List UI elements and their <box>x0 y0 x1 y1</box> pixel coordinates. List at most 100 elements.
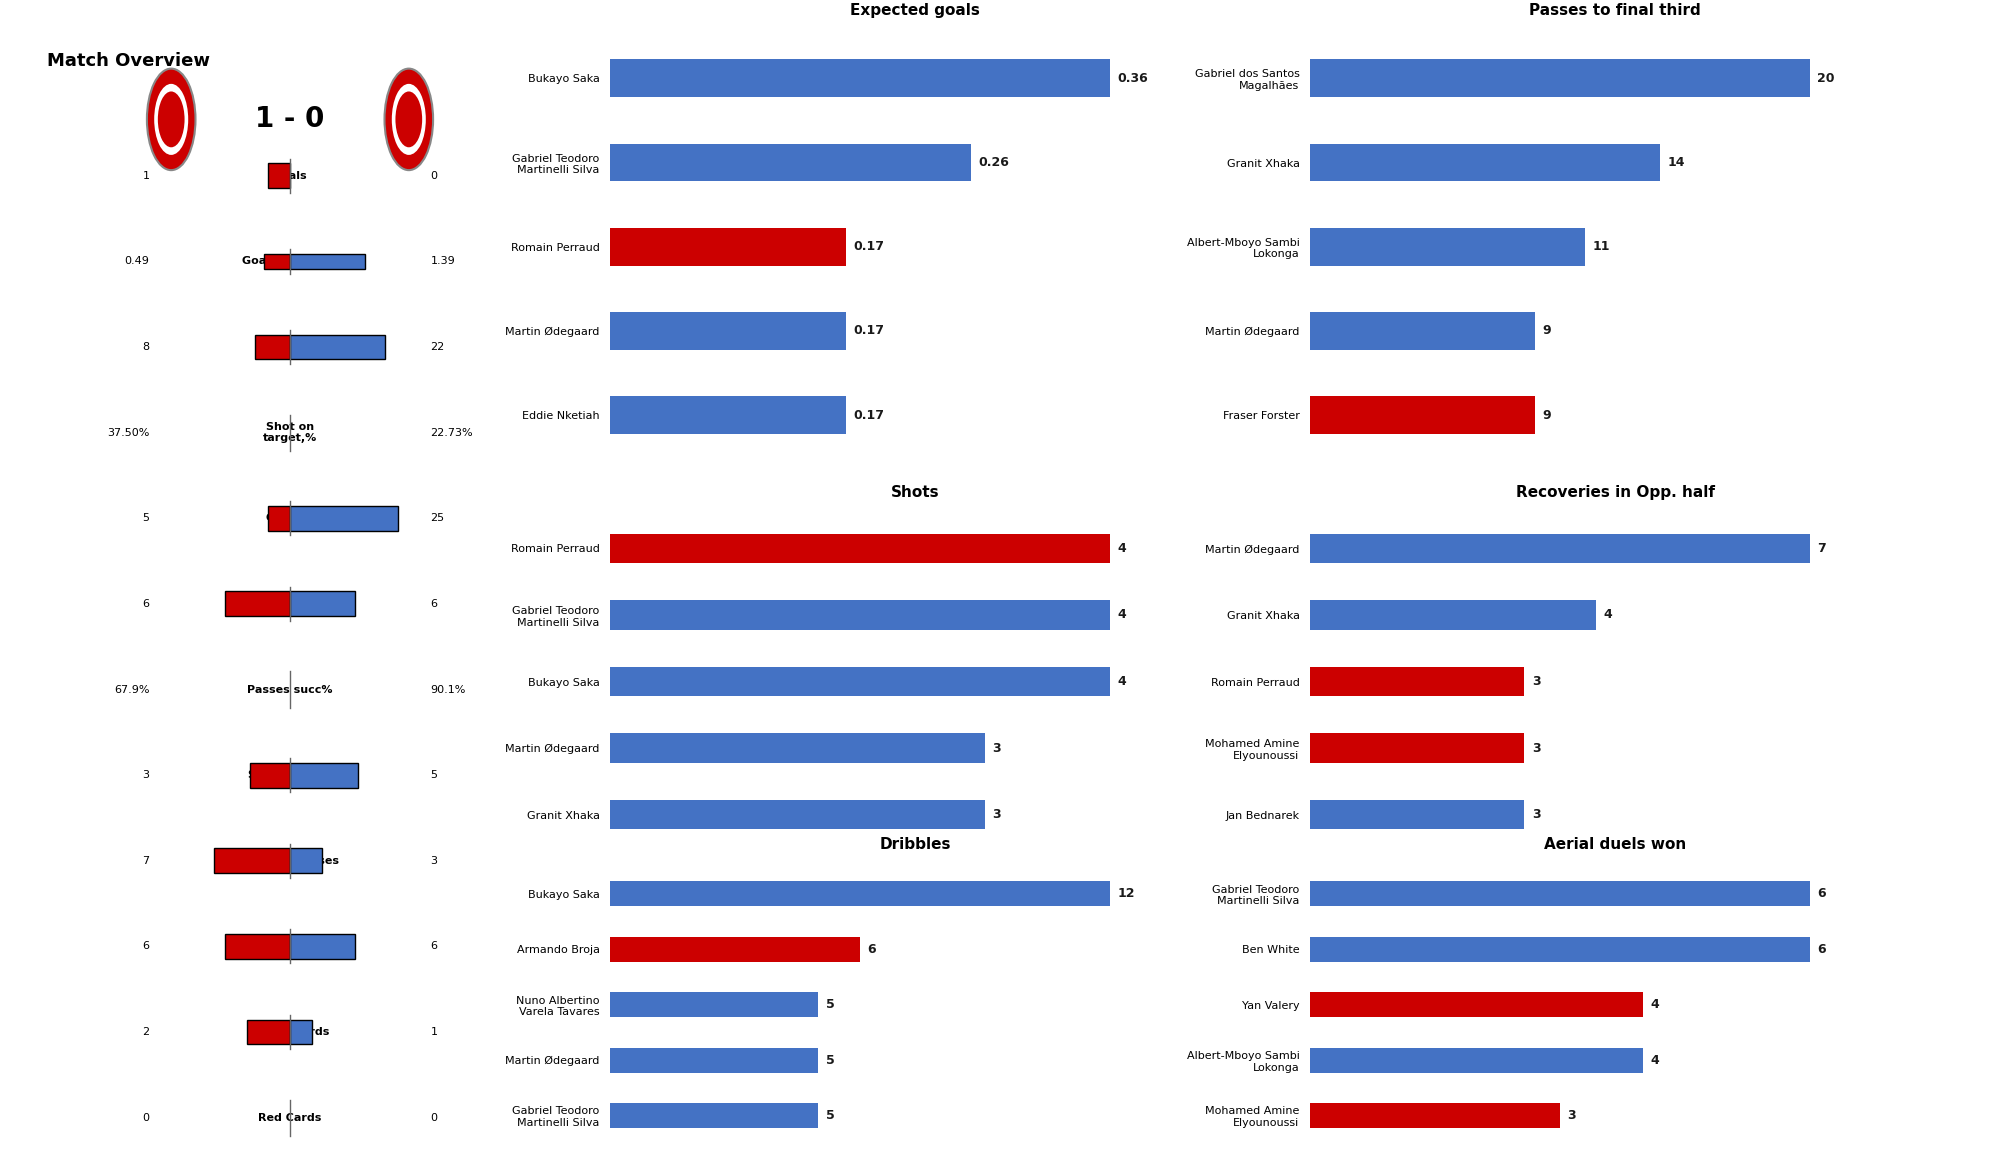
Text: 5: 5 <box>826 1109 834 1122</box>
Text: 8: 8 <box>142 342 150 352</box>
Text: 9: 9 <box>1542 324 1552 337</box>
FancyBboxPatch shape <box>290 763 358 787</box>
Text: 6: 6 <box>868 942 876 955</box>
Bar <box>1310 936 1810 961</box>
Text: 6: 6 <box>1818 942 1826 955</box>
Text: 6: 6 <box>430 941 438 952</box>
Bar <box>1310 143 1660 181</box>
Title: Aerial duels won: Aerial duels won <box>1544 838 1686 852</box>
FancyBboxPatch shape <box>226 934 290 959</box>
Text: 4: 4 <box>1118 542 1126 555</box>
Text: 0: 0 <box>142 1113 150 1122</box>
Text: 1.39: 1.39 <box>430 256 456 267</box>
Text: 4: 4 <box>1118 609 1126 622</box>
Text: 4: 4 <box>1650 1054 1660 1067</box>
Text: 90.1%: 90.1% <box>430 685 466 694</box>
FancyBboxPatch shape <box>250 763 290 787</box>
Title: Shots: Shots <box>890 485 940 499</box>
Bar <box>1310 666 1524 697</box>
Text: 0.36: 0.36 <box>1118 72 1148 85</box>
Bar <box>610 533 1110 564</box>
Text: 67.9%: 67.9% <box>114 685 150 694</box>
Bar <box>1310 600 1596 630</box>
Text: 6: 6 <box>1818 887 1826 900</box>
Text: 20: 20 <box>1818 72 1836 85</box>
FancyBboxPatch shape <box>268 163 290 188</box>
Title: Expected goals: Expected goals <box>850 4 980 18</box>
Bar <box>610 600 1110 630</box>
FancyBboxPatch shape <box>290 506 398 531</box>
Bar <box>1310 228 1584 266</box>
FancyBboxPatch shape <box>290 254 366 269</box>
Text: 5: 5 <box>826 998 834 1012</box>
Text: 37.50%: 37.50% <box>108 428 150 437</box>
Text: 22: 22 <box>430 342 444 352</box>
FancyBboxPatch shape <box>256 335 290 360</box>
FancyBboxPatch shape <box>264 254 290 269</box>
FancyBboxPatch shape <box>268 506 290 531</box>
Bar <box>610 1048 818 1073</box>
Text: 2: 2 <box>142 1027 150 1038</box>
Bar <box>610 992 818 1018</box>
Text: 0.17: 0.17 <box>854 409 884 422</box>
Text: 4: 4 <box>1604 609 1612 622</box>
Text: 25: 25 <box>430 513 444 523</box>
Text: 0.17: 0.17 <box>854 240 884 254</box>
Text: 7: 7 <box>1818 542 1826 555</box>
Text: 1: 1 <box>142 170 150 181</box>
Text: 22.73%: 22.73% <box>430 428 474 437</box>
Bar <box>610 733 984 763</box>
Bar <box>610 313 846 350</box>
Bar <box>1310 733 1524 763</box>
Text: 3: 3 <box>1568 1109 1576 1122</box>
Text: 3: 3 <box>1532 741 1540 754</box>
Bar <box>1310 313 1536 350</box>
Bar <box>610 881 1110 906</box>
Text: 7: 7 <box>142 855 150 866</box>
Text: 4: 4 <box>1650 998 1660 1012</box>
Title: Recoveries in Opp. half: Recoveries in Opp. half <box>1516 485 1714 499</box>
Text: 3: 3 <box>992 741 1002 754</box>
Circle shape <box>392 83 426 155</box>
Title: Dribbles: Dribbles <box>880 838 950 852</box>
Text: 4: 4 <box>1118 674 1126 689</box>
FancyBboxPatch shape <box>214 848 290 873</box>
FancyBboxPatch shape <box>290 1020 312 1045</box>
Text: Corners: Corners <box>266 599 314 609</box>
Text: Match Overview: Match Overview <box>48 52 210 69</box>
Text: Passes succ%: Passes succ% <box>248 685 332 694</box>
Text: 0.26: 0.26 <box>978 156 1010 169</box>
Bar <box>1310 533 1810 564</box>
Text: Yellow Cards: Yellow Cards <box>250 1027 330 1038</box>
Bar <box>1310 799 1524 830</box>
FancyBboxPatch shape <box>226 591 290 617</box>
FancyBboxPatch shape <box>246 1020 290 1045</box>
Text: 5: 5 <box>142 513 150 523</box>
Bar <box>610 666 1110 697</box>
Text: 12: 12 <box>1118 887 1136 900</box>
Bar <box>610 1103 818 1128</box>
Text: Goals Expected: Goals Expected <box>242 256 338 267</box>
Text: Crosses: Crosses <box>266 513 314 523</box>
Bar <box>610 59 1110 98</box>
FancyBboxPatch shape <box>290 335 386 360</box>
Bar <box>1310 1103 1560 1128</box>
Bar <box>610 143 972 181</box>
Text: 11: 11 <box>1592 240 1610 254</box>
Bar <box>1310 992 1644 1018</box>
Text: 6: 6 <box>430 599 438 609</box>
Text: 1 - 0: 1 - 0 <box>256 106 324 134</box>
Circle shape <box>158 92 184 147</box>
Bar <box>1310 59 1810 98</box>
Text: 3: 3 <box>1532 674 1540 689</box>
Circle shape <box>154 83 188 155</box>
FancyBboxPatch shape <box>290 848 322 873</box>
Text: 1: 1 <box>430 1027 438 1038</box>
Text: 0: 0 <box>430 1113 438 1122</box>
Circle shape <box>396 92 422 147</box>
Text: Fouls: Fouls <box>274 941 306 952</box>
Text: 6: 6 <box>142 599 150 609</box>
Bar <box>1310 396 1536 435</box>
Text: Smart Passes: Smart Passes <box>248 770 332 780</box>
Bar <box>610 936 860 961</box>
